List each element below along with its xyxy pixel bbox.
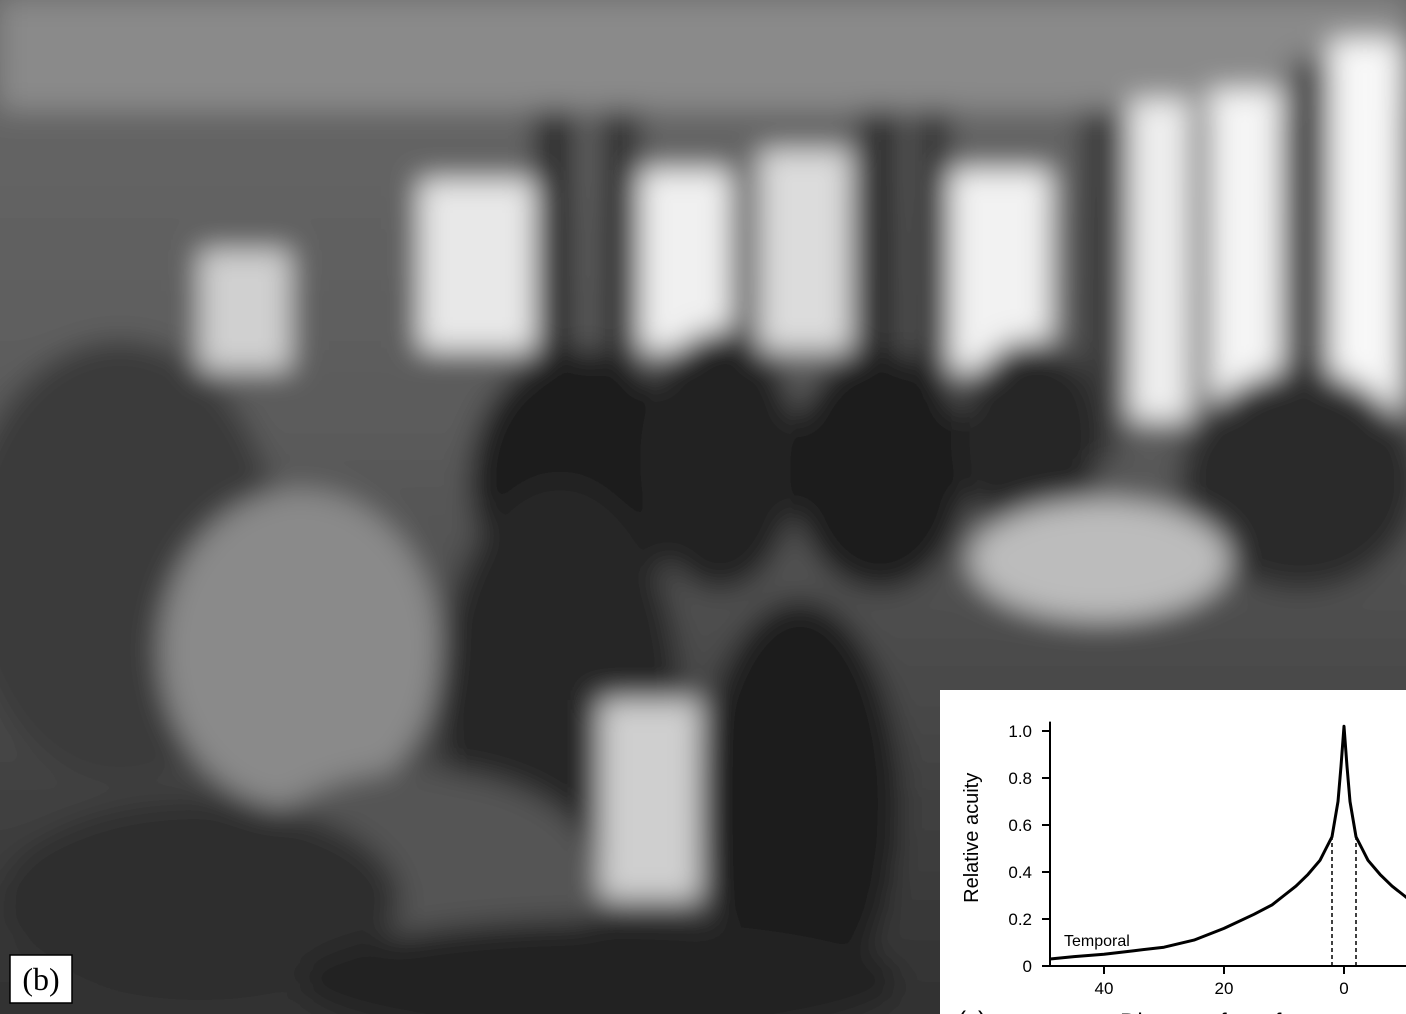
panel-label: (b) — [22, 961, 59, 997]
y-tick-label: 0.2 — [1008, 910, 1032, 929]
y-axis-label: Relative acuity — [961, 773, 983, 903]
x-axis-label: Distance from fovea — [1120, 1009, 1334, 1014]
y-tick-label: 0.8 — [1008, 769, 1032, 788]
x-tick-label: 40 — [1095, 979, 1114, 998]
x-tick-label: 0 — [1339, 979, 1348, 998]
y-tick-label: 0 — [1023, 957, 1032, 976]
y-tick-label: 1.0 — [1008, 722, 1032, 741]
annotation: Temporal — [1064, 933, 1130, 950]
figure: (b) 0 0.2 0.4 0.6 0.8 1.0 40 20 0 Relative acuity… — [0, 0, 1406, 1014]
y-tick-label: 0.6 — [1008, 816, 1032, 835]
x-tick-label: 20 — [1215, 979, 1234, 998]
y-tick-label: 0.4 — [1008, 863, 1032, 882]
page: (b) 0 0.2 0.4 0.6 0.8 1.0 40 20 0 Relative acuity… — [0, 0, 1406, 1014]
chart-panel-label: (c) — [958, 1007, 986, 1014]
